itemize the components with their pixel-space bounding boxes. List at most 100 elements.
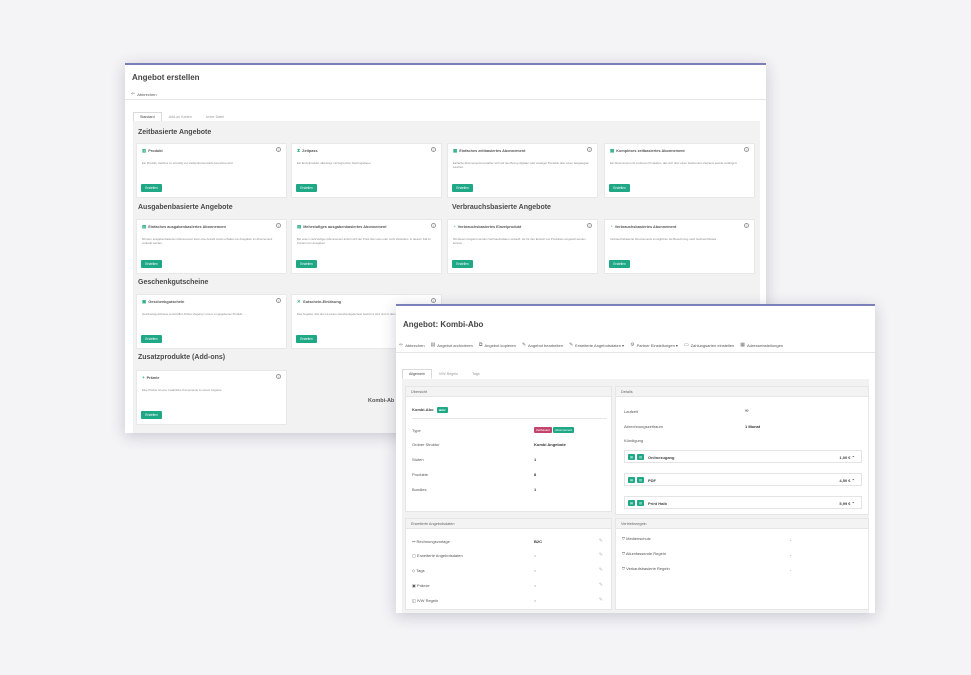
folder-label: Ordner Struktur [412, 442, 440, 447]
price-row-onlinezugang[interactable]: ▤ ▥ Onlinezugang 1,00 € ⌃ [624, 450, 862, 463]
create-button[interactable]: Erstellen [609, 184, 630, 192]
cancellation-label: Kündigung [624, 438, 644, 443]
offer-card-praemie: + Prämie i Eine Prämie ist eine zusätzlic… [136, 370, 287, 425]
tab-unter-datei[interactable]: Unter Datei [205, 115, 224, 119]
calendar-icon: ▦ [453, 148, 458, 153]
edit-icon[interactable]: ✎ [598, 552, 603, 558]
media-protection-value: - [790, 537, 792, 542]
bundles-value: 1 [534, 487, 537, 492]
cancel-button[interactable]: ⇐ Abbrechen [131, 91, 157, 97]
edit-icon[interactable]: ✎ [598, 567, 603, 573]
toolbar-cancel-button[interactable]: ⇐ Abbrechen [399, 342, 425, 348]
data-icon: ▢ [412, 553, 416, 558]
offer-card-verbrauch-einzel: ◔ Verbrauchsbasiertes Einzelprodukt i Mit… [447, 219, 598, 274]
create-button[interactable]: Erstellen [296, 335, 317, 343]
create-button[interactable]: Erstellen [609, 260, 630, 268]
plus-icon: + [142, 375, 145, 380]
offer-card-verbrauch-abo: ◔ Verbrauchsbasiertes Abonnement i Verbra… [604, 219, 755, 274]
toolbar-extended-data-dropdown[interactable]: ✎ Erweiterte Angebotsdaten ▾ [568, 342, 625, 348]
info-icon[interactable]: i [276, 374, 281, 379]
info-icon[interactable]: i [276, 147, 281, 152]
price-icon: ▤ [628, 500, 635, 506]
ivw-rules-row: ◱ IVW Regeln [412, 598, 439, 603]
toolbar-edit-button[interactable]: ✎ Angebot bearbeiten [521, 342, 563, 348]
sales-based-rules-row: ⛉ Verkaufsbasierte Regeln [622, 566, 670, 571]
extended-data-value: × [534, 553, 537, 558]
create-button[interactable]: Erstellen [141, 411, 162, 419]
rules-icon: ⛉ [622, 566, 625, 571]
ivw-icon: ◱ [412, 598, 416, 603]
info-icon[interactable]: i [276, 298, 281, 303]
tab-bar: Allgemein IVW-Regeln Tags [402, 369, 487, 379]
ivw-rules-value: × [534, 598, 537, 603]
toolbar-payment-button[interactable]: ▭ Zahlungsarten einstellen [683, 342, 735, 348]
create-button[interactable]: Erstellen [141, 260, 162, 268]
gift-icon: ▣ [142, 299, 147, 304]
shield-icon: ⛉ [622, 536, 625, 541]
info-icon[interactable]: i [587, 223, 592, 228]
price-row-print-halb[interactable]: ▤ ▥ Print Halb 5,99 € ⌃ [624, 496, 862, 509]
extended-data-header: Erweiterte Angebotsdaten [406, 519, 611, 529]
folder-value: Kombi Angebote [534, 442, 566, 447]
tab-allgemein[interactable]: Allgemein [402, 369, 432, 379]
create-button[interactable]: Erstellen [296, 184, 317, 192]
toolbar-archive-button[interactable]: ▤ Angebot archivieren [430, 342, 473, 348]
sales-based-rules-value: - [790, 567, 792, 572]
tab-addon[interactable]: Add-on Karten [168, 115, 192, 119]
toolbar-copy-button[interactable]: ⧉ Angebot kopieren [478, 342, 516, 348]
stages-label: Stufen [412, 457, 424, 462]
offer-detail-window: Angebot: Kombi-Abo ⇐ Abbrechen ▤ Angebot a… [396, 304, 875, 613]
scissors-icon: ✕ [297, 299, 301, 304]
create-button[interactable]: Erstellen [296, 260, 317, 268]
type-badges: Zeitbasiert Abonnement [534, 427, 575, 433]
toolbar: ⇐ Abbrechen ▤ Angebot archivieren ⧉ Angebot… [399, 342, 789, 348]
offer-card-einfach-ausgaben: ▤ Einfaches ausgabenbasiertes Abonnement … [136, 219, 287, 274]
type-badge-zeitbasiert: Zeitbasiert [534, 427, 553, 433]
edit-icon[interactable]: ✎ [598, 538, 603, 544]
gauge-icon: ◔ [610, 224, 613, 229]
copy-icon: ⧉ [478, 342, 483, 348]
info-icon[interactable]: i [431, 147, 436, 152]
offer-card-mehrstufig-ausgaben: ▤ Mehrstufiges ausgabenbasiertes Abonneme… [291, 219, 442, 274]
details-box: Details Laufzeit ∞ Abrechnungszeitraum 1… [615, 386, 869, 515]
create-button[interactable]: Erstellen [452, 260, 473, 268]
price-row-pdf[interactable]: ▤ ▥ PDF 4,50 € ⌃ [624, 473, 862, 486]
invoice-template-value: B2C [534, 539, 543, 544]
type-label: Type [412, 428, 421, 433]
toolbar-address-button[interactable]: ▦ Adresseinstellungen [740, 342, 784, 348]
info-icon[interactable]: i [744, 223, 749, 228]
sales-rules-header: Vertriebsregeln [616, 519, 868, 529]
divider [125, 99, 766, 100]
tab-tags[interactable]: Tags [472, 372, 480, 376]
edit-icon[interactable]: ✎ [598, 597, 603, 603]
create-button[interactable]: Erstellen [141, 335, 162, 343]
info-icon[interactable]: i [587, 147, 592, 152]
toolbar-partner-settings-dropdown[interactable]: ⚙ Partner Einstellungen ▾ [630, 342, 678, 348]
billing-period-value: 1 Monat [745, 424, 761, 429]
info-icon[interactable]: i [744, 147, 749, 152]
products-value: 8 [534, 472, 537, 477]
info-icon[interactable]: i [276, 223, 281, 228]
back-icon: ⇐ [131, 91, 136, 97]
back-icon: ⇐ [399, 342, 404, 348]
product-icon: ▥ [637, 500, 644, 506]
create-button[interactable]: Erstellen [452, 184, 473, 192]
info-icon[interactable]: i [431, 298, 436, 303]
extended-data-box: Erweiterte Angebotsdaten ⚯ Rechnungsvorl… [405, 518, 612, 610]
tags-row: ◇ Tags [412, 568, 425, 573]
hourglass-icon: ⧗ [297, 148, 301, 153]
address-icon: ▦ [740, 342, 745, 348]
invoice-icon: ⚯ [412, 539, 416, 544]
info-icon[interactable]: i [431, 223, 436, 228]
partial-label: Kombi-Ab [368, 398, 395, 404]
status-badge: aktiv [436, 407, 448, 413]
archive-icon: ▤ [430, 342, 436, 348]
bonus-row: ▣ Prämie [412, 583, 430, 588]
edit-icon: ✎ [568, 342, 574, 348]
edit-icon[interactable]: ✎ [598, 582, 603, 588]
section-title-zusatz: Zusatzprodukte (Add-ons) [138, 354, 226, 361]
divider [396, 352, 875, 353]
create-button[interactable]: Erstellen [141, 184, 162, 192]
tab-ivw-regeln[interactable]: IVW-Regeln [438, 372, 459, 376]
offer-name: Kombi-Abo [412, 407, 434, 413]
